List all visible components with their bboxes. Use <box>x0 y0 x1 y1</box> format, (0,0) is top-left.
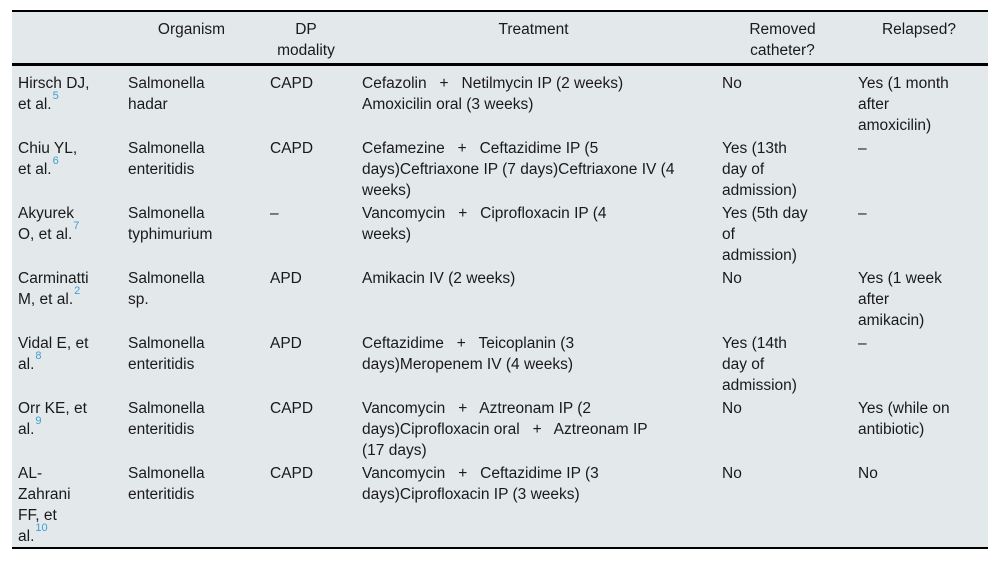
study-authors: Carminatti M, et al. <box>18 270 89 308</box>
study-cell: Carminatti M, et al.2 <box>12 266 123 331</box>
treatment-cell: Ceftazidime + Teicoplanin (3 days)Merope… <box>362 335 575 373</box>
dp-modality-cell: CAPD <box>270 465 314 482</box>
col-header-removed-catheter: Removed catheter? <box>715 11 850 66</box>
citation-ref-link[interactable]: 7 <box>73 219 80 232</box>
dp-modality-cell: APD <box>270 335 302 352</box>
citation-ref-link[interactable]: 10 <box>35 521 48 534</box>
study-cell: Akyurek O, et al.7 <box>12 201 123 266</box>
study-authors: Orr KE, et al. <box>18 400 87 438</box>
table-row: Akyurek O, et al.7 Salmonella typhimuriu… <box>12 201 988 266</box>
removed-catheter-cell: Yes (13th day of admission) <box>722 140 797 199</box>
organism-cell: Salmonella sp. <box>128 270 205 308</box>
citation-ref-link[interactable]: 9 <box>35 414 42 427</box>
table-row: Chiu YL, et al.6 Salmonella enteritidis … <box>12 136 988 201</box>
header-row: Organism DP modality Treatment Removed c… <box>12 11 988 66</box>
relapsed-cell: Yes (1 month after amoxicilin) <box>858 75 949 134</box>
dp-modality-cell: APD <box>270 270 302 287</box>
citation-ref-link[interactable]: 6 <box>52 154 59 167</box>
treatment-cell: Cefamezine + Ceftazidime IP (5 days)Ceft… <box>362 140 675 199</box>
col-header-study <box>12 11 123 66</box>
organism-cell: Salmonella typhimurium <box>128 205 213 243</box>
removed-catheter-cell: Yes (14th day of admission) <box>722 335 797 394</box>
organism-cell: Salmonella enteritidis <box>128 465 205 503</box>
treatment-cell: Vancomycin + Aztreonam IP (2 days)Ciprof… <box>362 400 648 459</box>
study-authors: Akyurek O, et al. <box>18 205 74 243</box>
study-cell: Vidal E, et al.8 <box>12 331 123 396</box>
relapsed-cell: No <box>858 465 878 482</box>
dp-modality-cell: CAPD <box>270 400 314 417</box>
removed-catheter-cell: Yes (5th day of admission) <box>722 205 808 264</box>
organism-cell: Salmonella enteritidis <box>128 335 205 373</box>
study-cell: AL- Zahrani FF, et al.10 <box>12 461 123 548</box>
removed-catheter-cell: No <box>722 75 742 92</box>
removed-catheter-cell: No <box>722 270 742 287</box>
organism-cell: Salmonella hadar <box>128 75 205 113</box>
citation-ref-link[interactable]: 5 <box>52 89 59 102</box>
organism-cell: Salmonella enteritidis <box>128 400 205 438</box>
study-authors: Hirsch DJ, et al. <box>18 75 90 113</box>
col-header-organism: Organism <box>123 11 260 66</box>
study-authors: Vidal E, et al. <box>18 335 89 373</box>
col-header-dp-modality: DP modality <box>260 11 352 66</box>
dp-modality-cell: – <box>270 205 279 222</box>
treatment-cell: Cefazolin + Netilmycin IP (2 weeks) Amox… <box>362 75 624 113</box>
relapsed-cell: – <box>858 335 867 352</box>
relapsed-cell: Yes (while on antibiotic) <box>858 400 950 438</box>
citation-ref-link[interactable]: 8 <box>35 349 42 362</box>
col-header-relapsed: Relapsed? <box>850 11 988 66</box>
col-header-treatment: Treatment <box>352 11 715 66</box>
table-row: Orr KE, et al.9 Salmonella enteritidis C… <box>12 396 988 461</box>
study-authors: Chiu YL, et al. <box>18 140 78 178</box>
dp-modality-cell: CAPD <box>270 140 314 157</box>
relapsed-cell: Yes (1 week after amikacin) <box>858 270 942 329</box>
study-cell: Orr KE, et al.9 <box>12 396 123 461</box>
citation-ref-link[interactable]: 2 <box>74 284 81 297</box>
relapsed-cell: – <box>858 140 867 157</box>
table-row: Carminatti M, et al.2 Salmonella sp. APD… <box>12 266 988 331</box>
treatment-cell: Amikacin IV (2 weeks) <box>362 270 516 287</box>
table-row: Hirsch DJ, et al.5 Salmonella hadar CAPD… <box>12 65 988 137</box>
relapsed-cell: – <box>858 205 867 222</box>
case-reports-table: Organism DP modality Treatment Removed c… <box>12 10 988 549</box>
table-row: AL- Zahrani FF, et al.10 Salmonella ente… <box>12 461 988 548</box>
table-row: Vidal E, et al.8 Salmonella enteritidis … <box>12 331 988 396</box>
study-authors: AL- Zahrani FF, et al. <box>18 465 71 545</box>
treatment-cell: Vancomycin + Ciprofloxacin IP (4 weeks) <box>362 205 607 243</box>
dp-modality-cell: CAPD <box>270 75 314 92</box>
study-cell: Hirsch DJ, et al.5 <box>12 65 123 137</box>
removed-catheter-cell: No <box>722 465 742 482</box>
document-page: Organism DP modality Treatment Removed c… <box>12 10 988 549</box>
removed-catheter-cell: No <box>722 400 742 417</box>
study-cell: Chiu YL, et al.6 <box>12 136 123 201</box>
treatment-cell: Vancomycin + Ceftazidime IP (3 days)Cipr… <box>362 465 599 503</box>
organism-cell: Salmonella enteritidis <box>128 140 205 178</box>
